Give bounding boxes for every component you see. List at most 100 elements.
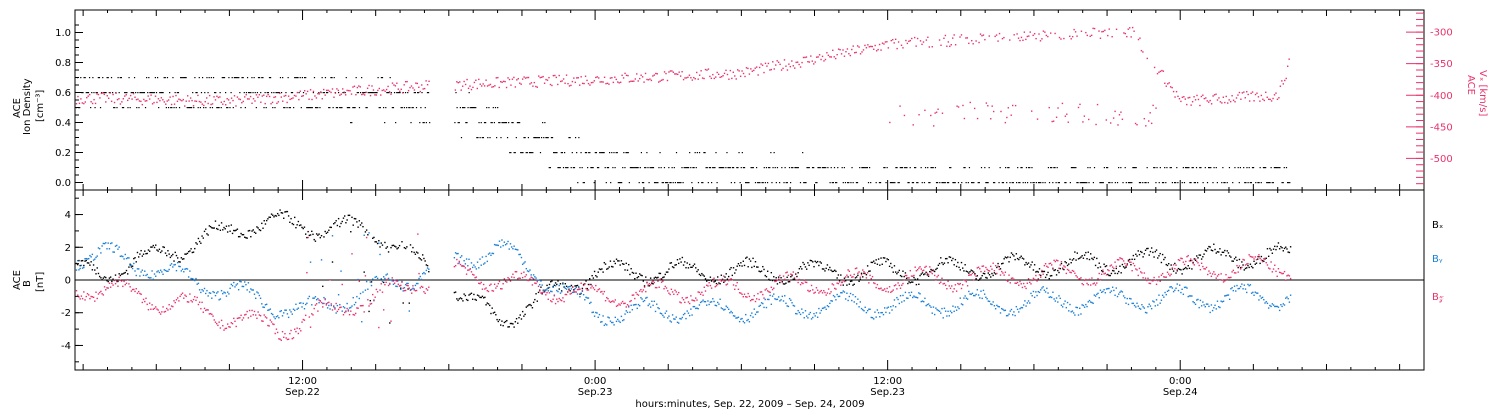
b-point <box>863 310 865 312</box>
b-point <box>942 263 944 266</box>
b-point <box>549 290 552 292</box>
density-point <box>1193 182 1195 184</box>
density-point <box>229 107 231 109</box>
vx-point <box>170 103 173 106</box>
b-point <box>139 292 141 295</box>
b-point <box>670 321 673 323</box>
b-point <box>384 241 386 244</box>
b-point <box>610 265 613 268</box>
b-point <box>933 274 936 277</box>
vx-point <box>127 99 129 102</box>
density-point <box>1161 182 1164 184</box>
vx-point <box>116 98 119 101</box>
density-point <box>1006 182 1008 184</box>
b-point <box>487 253 490 255</box>
b-point <box>298 302 301 304</box>
b-point <box>891 309 893 311</box>
b-point <box>835 288 837 290</box>
b-point <box>647 304 649 307</box>
b-point <box>172 305 174 308</box>
b-point <box>645 297 647 299</box>
b-point <box>352 224 354 226</box>
b-point <box>1122 295 1125 297</box>
b-point <box>469 268 471 270</box>
b-point <box>301 306 303 308</box>
b-point <box>515 317 518 320</box>
b-point <box>590 283 592 286</box>
b-point <box>643 286 646 288</box>
b-point <box>951 259 953 262</box>
b-point <box>1248 266 1250 269</box>
b-point <box>229 287 231 290</box>
b-point <box>379 289 381 291</box>
density-point <box>126 92 128 94</box>
vx-point <box>516 79 518 81</box>
density-point <box>110 77 113 79</box>
b-point <box>723 309 725 311</box>
vx-point <box>230 97 233 99</box>
b-point <box>109 286 112 288</box>
b-point <box>519 253 521 256</box>
b-point <box>489 304 491 307</box>
vx-point <box>1248 100 1251 102</box>
b-point <box>1157 279 1159 282</box>
b-point <box>1265 261 1267 264</box>
density-point <box>291 92 294 94</box>
vx-point <box>1035 37 1037 40</box>
vx-point <box>241 101 243 104</box>
density-point <box>1232 182 1234 184</box>
b-point <box>729 278 731 281</box>
vx-point <box>526 76 528 79</box>
b-point <box>1083 306 1086 308</box>
b-point <box>540 286 542 288</box>
b-point <box>107 242 109 244</box>
b-point <box>893 285 896 287</box>
density-point <box>1029 167 1031 169</box>
b-point <box>342 314 345 316</box>
density-point <box>85 92 87 94</box>
density-point <box>461 107 464 109</box>
density-point <box>638 182 640 184</box>
b-point <box>240 314 242 317</box>
b-point <box>337 217 340 220</box>
density-point <box>911 182 913 184</box>
vx-point <box>236 96 239 98</box>
b-point <box>959 297 961 299</box>
density-point <box>1269 182 1271 184</box>
density-point <box>783 182 785 184</box>
b-point <box>835 270 837 273</box>
density-point <box>588 152 590 154</box>
vx-point <box>870 45 872 48</box>
vx-point <box>362 93 364 95</box>
density-point <box>583 182 585 184</box>
vx-point <box>1031 110 1033 112</box>
b-point <box>574 291 576 293</box>
b-point <box>396 285 398 288</box>
vx-point <box>1215 93 1217 95</box>
b-point <box>298 224 301 227</box>
b-point <box>278 317 280 319</box>
vx-point <box>1127 28 1129 30</box>
density-point <box>244 107 246 109</box>
b-point <box>1250 256 1253 258</box>
b-point <box>105 289 107 291</box>
b-point <box>226 231 229 233</box>
b-point <box>805 268 808 270</box>
b-point <box>618 303 620 305</box>
b-point <box>1020 306 1022 309</box>
b-point <box>847 299 849 302</box>
b-point <box>634 277 636 280</box>
density-point <box>465 122 467 124</box>
b-point <box>559 299 562 301</box>
b-point <box>713 277 715 279</box>
vx-point <box>1224 101 1226 104</box>
b-point <box>567 286 569 288</box>
b-point <box>1288 275 1291 277</box>
density-point <box>599 152 601 154</box>
b-point <box>787 274 790 277</box>
b-point <box>898 302 901 305</box>
b-point <box>799 283 802 286</box>
b-point <box>792 304 794 307</box>
b-point <box>612 266 614 268</box>
b-point <box>897 282 899 284</box>
